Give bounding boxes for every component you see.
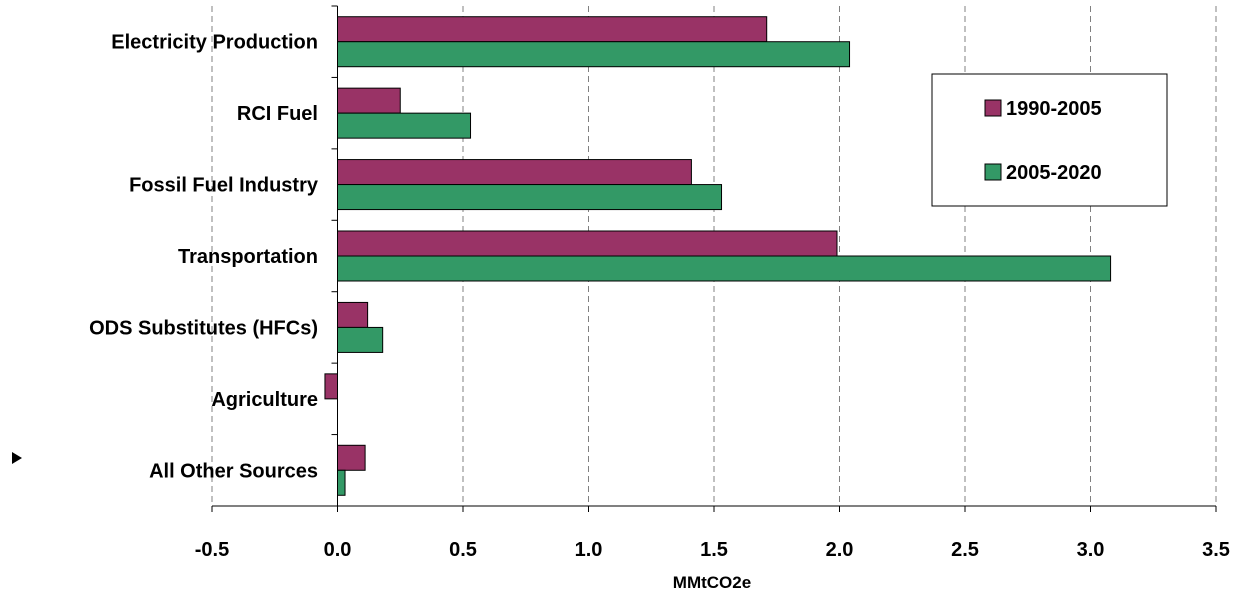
bar-series2 (337, 255, 1112, 282)
bar-series2 (337, 112, 472, 139)
x-tick-label: -0.5 (195, 539, 229, 561)
pointer-triangle-icon (12, 452, 22, 464)
x-tick-label: 3.5 (1202, 539, 1230, 561)
legend-label: 1990-2005 (1006, 98, 1102, 120)
bar-series1 (337, 444, 366, 471)
legend-label: 2005-2020 (1006, 162, 1102, 184)
category-label: All Other Sources (149, 460, 318, 482)
x-tick-label: 0.5 (449, 539, 477, 561)
legend: 1990-2005 2005-2020 (931, 73, 1168, 207)
bar-series1 (337, 301, 369, 328)
x-tick-label: 3.0 (1077, 539, 1105, 561)
category-label: Electricity Production (111, 32, 318, 54)
x-tick-label: 1.0 (575, 539, 603, 561)
x-axis-title: MMtCO2e (673, 573, 751, 592)
bar-series1 (337, 16, 768, 43)
x-tick-label: 1.5 (700, 539, 728, 561)
legend-box (931, 73, 1168, 207)
category-labels: Electricity Production RCI Fuel Fossil Fue… (89, 32, 319, 483)
category-label: Fossil Fuel Industry (129, 175, 319, 197)
bar-series1 (337, 230, 838, 257)
x-tick-label: 2.0 (826, 539, 854, 561)
bar-series1 (324, 373, 339, 400)
legend-swatch (984, 163, 1002, 181)
category-label: ODS Substitutes (HFCs) (89, 317, 318, 339)
bar-series2 (337, 41, 851, 68)
bar-series1 (337, 87, 401, 114)
category-label: RCI Fuel (237, 103, 318, 125)
x-tick-label: 0.0 (324, 539, 352, 561)
category-label: Transportation (178, 246, 318, 268)
bar-series2 (337, 326, 384, 353)
category-label: Agriculture (211, 389, 318, 411)
legend-swatch (984, 99, 1002, 117)
x-tick-label: 2.5 (951, 539, 979, 561)
bar-series1 (337, 159, 692, 186)
bars (324, 16, 1112, 496)
bar-series2 (337, 184, 723, 211)
bar-series2 (337, 469, 346, 496)
x-tick-labels: -0.5 0.0 0.5 1.0 1.5 2.0 2.5 3.0 3.5 (195, 539, 1230, 561)
